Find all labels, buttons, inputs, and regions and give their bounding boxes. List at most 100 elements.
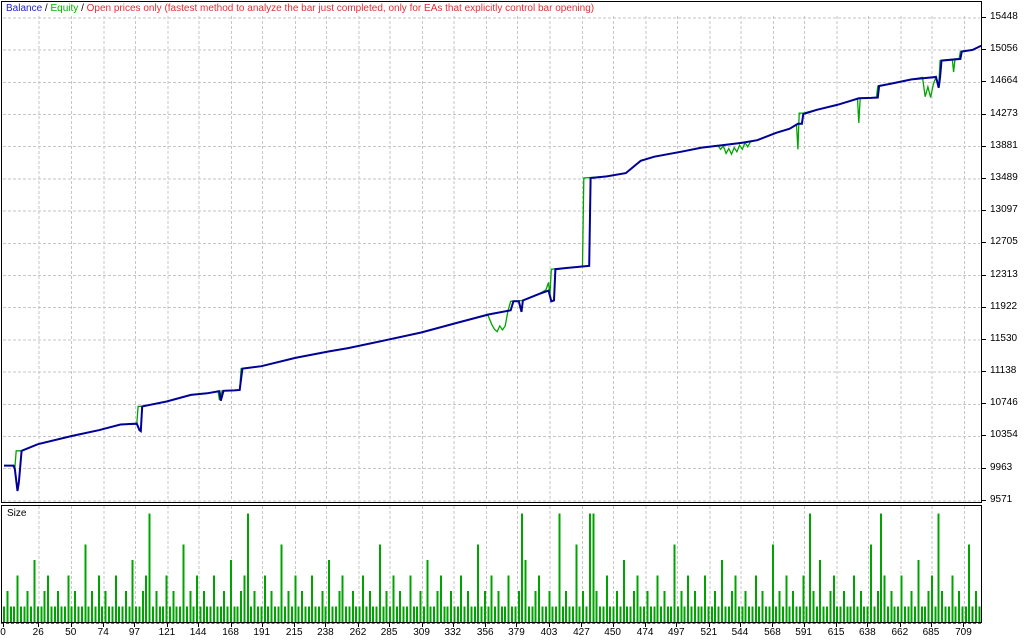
size-bar (507, 575, 510, 622)
size-bar (761, 591, 764, 622)
size-bar (202, 591, 205, 622)
size-bar (104, 591, 107, 622)
size-bar (182, 544, 185, 622)
size-bar (531, 606, 534, 622)
size-bar (152, 606, 154, 622)
size-bar (246, 513, 249, 622)
size-bar (433, 606, 436, 622)
size-bar (690, 606, 693, 622)
x-axis-label: 568 (764, 627, 781, 638)
size-bar (443, 606, 446, 622)
size-bar (416, 606, 419, 622)
y-axis-tick (982, 113, 986, 115)
y-axis-label: 13489 (990, 171, 1018, 183)
x-axis-tick (708, 623, 710, 627)
size-bar (602, 606, 605, 622)
x-axis-label: 0 (0, 627, 6, 638)
x-axis-label: 144 (189, 627, 207, 638)
y-axis-tick (982, 371, 986, 373)
size-bar (914, 606, 916, 622)
size-bar (632, 591, 635, 622)
size-bar (226, 606, 229, 622)
size-bar (585, 606, 588, 622)
size-bar (358, 606, 361, 622)
y-axis-label: 15448 (990, 11, 1018, 22)
x-axis-tick (357, 623, 359, 627)
size-bar (179, 606, 182, 622)
size-bar (33, 560, 36, 622)
balance-equity-chart-panel[interactable]: Balance / Equity / Open prices only (fas… (1, 1, 982, 503)
size-bar (534, 591, 537, 622)
size-bar (19, 606, 22, 622)
size-bar (172, 591, 175, 622)
size-bar (257, 606, 259, 622)
size-bar (338, 591, 341, 622)
size-bar (707, 606, 710, 622)
y-axis-label: 9571 (990, 493, 1013, 505)
size-bar (314, 606, 317, 622)
size-bar (555, 606, 557, 622)
size-bar (802, 575, 805, 622)
size-bar (544, 606, 547, 622)
size-bar (321, 591, 324, 622)
lot-size-chart-panel[interactable]: Size (1, 505, 982, 623)
x-axis-label: 121 (158, 627, 176, 638)
size-bar (389, 606, 392, 622)
size-bar (710, 606, 713, 622)
x-axis-tick (3, 623, 4, 627)
size-bar (500, 606, 503, 622)
size-bar (409, 575, 412, 622)
size-bar (886, 606, 889, 622)
balance-line (4, 44, 981, 492)
size-bar (538, 575, 541, 622)
x-axis-label: 74 (97, 627, 109, 638)
size-bar (64, 606, 66, 622)
chart-legend: Balance / Equity / Open prices only (fas… (6, 3, 595, 14)
x-axis-label: 356 (476, 627, 494, 638)
x-axis-label: 427 (573, 627, 590, 638)
x-axis-tick (452, 623, 454, 627)
size-bar (453, 606, 456, 622)
size-bar (6, 591, 9, 622)
x-axis-tick (739, 623, 741, 627)
x-axis-tick (485, 623, 487, 627)
size-bar (324, 606, 327, 622)
y-axis-tick (982, 242, 986, 244)
size-bar (649, 606, 652, 622)
size-bar (131, 560, 134, 622)
size-bar (504, 606, 507, 622)
size-bar (301, 591, 303, 622)
size-bar (365, 606, 368, 622)
size-bar (768, 606, 771, 622)
y-axis-tick (982, 499, 986, 501)
size-bar (284, 606, 287, 622)
size-bar (605, 575, 608, 622)
size-bar (297, 606, 300, 622)
x-axis-label: 474 (636, 627, 654, 638)
x-axis-tick (261, 623, 263, 627)
size-bar (832, 575, 835, 622)
size-bar (626, 606, 629, 622)
size-bar (480, 606, 483, 622)
size-bar (737, 606, 740, 622)
size-bar (483, 591, 486, 622)
size-bar (968, 544, 971, 622)
size-bar (748, 606, 751, 622)
y-axis-label: 9963 (990, 461, 1013, 473)
size-bar (849, 606, 852, 622)
x-axis-tick (38, 623, 40, 627)
x-axis-tick (516, 623, 518, 627)
size-bar (670, 606, 673, 622)
size-bar (866, 606, 869, 622)
size-bar (717, 606, 720, 622)
size-bar (494, 606, 497, 622)
size-bar (961, 606, 964, 622)
y-axis-label: 10354 (990, 429, 1018, 441)
x-axis-label: 497 (667, 627, 685, 638)
size-bar (497, 591, 500, 622)
size-bar (128, 606, 131, 622)
size-bar (575, 544, 578, 622)
size-bar (907, 606, 910, 622)
x-axis-baseline (1, 623, 981, 624)
size-bar (558, 513, 561, 622)
